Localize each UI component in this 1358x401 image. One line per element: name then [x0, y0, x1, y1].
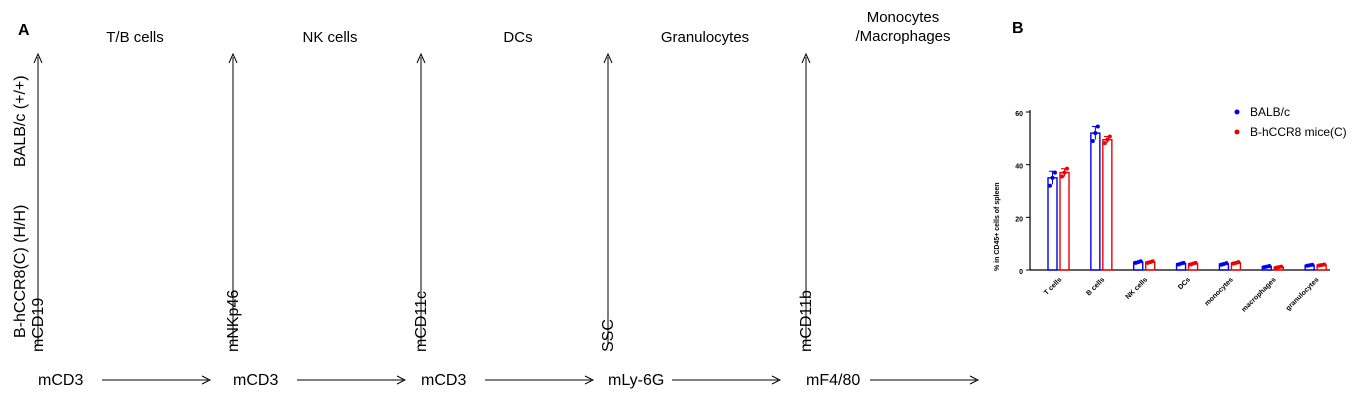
- data-point: [1279, 264, 1284, 269]
- column-title: NK cells: [302, 29, 358, 46]
- legend-label: B-hCCR8 mice(C): [1250, 125, 1347, 139]
- bar: [1102, 138, 1113, 271]
- data-point: [1236, 260, 1241, 265]
- y-marker-label: mCD11b: [798, 290, 815, 352]
- y-arrow-head: [801, 52, 811, 64]
- y-arrow-head: [416, 52, 426, 64]
- bar: [1059, 171, 1070, 271]
- data-point: [1053, 170, 1057, 175]
- bar: [1090, 132, 1101, 271]
- data-point: [1107, 134, 1112, 139]
- data-point: [1310, 262, 1315, 267]
- data-point: [1105, 137, 1110, 142]
- y-tick-label: 40: [1015, 164, 1023, 171]
- marker-arrows: [228, 52, 407, 385]
- data-point: [1322, 262, 1327, 267]
- y-marker-label: SSC: [600, 319, 617, 352]
- y-tick-label: 60: [1015, 111, 1023, 118]
- x-arrow-head: [969, 375, 980, 385]
- data-point: [1065, 166, 1069, 171]
- y-arrow-head: [603, 52, 613, 64]
- x-tick-label: monocytes: [1204, 276, 1235, 307]
- y-marker-label: mCD19: [30, 297, 47, 352]
- data-point: [1093, 131, 1098, 136]
- x-tick-label: DCs: [1177, 276, 1192, 291]
- x-tick-label: T cells: [1043, 276, 1063, 296]
- x-marker-label: mCD3: [233, 372, 279, 389]
- data-point: [1150, 259, 1155, 264]
- marker-arrows: [603, 52, 782, 385]
- data-point: [1062, 170, 1067, 175]
- y-marker-label: mNKp46: [225, 289, 242, 352]
- y-axis-label: % in CD45+ cells of spleen: [994, 182, 1001, 271]
- marker-arrows: [416, 52, 595, 385]
- x-tick-label: NK cells: [1125, 276, 1150, 301]
- data-point: [1048, 183, 1052, 188]
- y-arrow-head: [228, 52, 238, 64]
- data-point: [1095, 124, 1100, 129]
- data-point: [1050, 175, 1055, 180]
- data-point: [1181, 260, 1186, 265]
- data-point: [1193, 260, 1198, 265]
- y-tick-label: 20: [1015, 216, 1023, 223]
- data-point: [1102, 141, 1107, 146]
- x-marker-label: mCD3: [421, 372, 467, 389]
- x-marker-label: mCD3: [38, 372, 84, 389]
- column-title: DCs: [503, 29, 533, 46]
- bar: [1047, 177, 1058, 271]
- x-arrow-head: [584, 375, 595, 385]
- legend-label: BALB/c: [1250, 105, 1290, 119]
- marker-arrows: [33, 52, 212, 385]
- y-marker-label: mCD11c: [413, 290, 430, 352]
- x-tick-label: B cells: [1085, 276, 1106, 297]
- data-point: [1090, 138, 1095, 143]
- bar-chart: 0 20 40 60 % in CD45+ cells of spleen T cells…: [994, 105, 1347, 314]
- column-title: Monocytes /Macrophages: [855, 9, 951, 45]
- legend-marker: [1234, 109, 1240, 115]
- data-point: [1060, 174, 1064, 179]
- x-arrow-head: [396, 375, 407, 385]
- row-label: BALB/c (+/+): [12, 75, 29, 167]
- data-point: [1224, 261, 1229, 266]
- data-point: [1138, 259, 1143, 264]
- panel-a-label: A: [18, 22, 30, 39]
- row-label: B-hCCR8(C) (H/H): [12, 204, 29, 338]
- y-tick-label: 0: [1019, 269, 1023, 276]
- column-title: Granulocytes: [660, 29, 750, 46]
- x-arrow-head: [771, 375, 782, 385]
- marker-arrows: [801, 52, 980, 385]
- x-arrow-head: [201, 375, 212, 385]
- x-tick-label: macrophages: [1241, 276, 1278, 313]
- column-title: T/B cells: [106, 29, 164, 46]
- y-arrow-head: [33, 52, 43, 64]
- panel-b-label: B: [1012, 20, 1024, 37]
- x-tick-label: granulocytes: [1285, 276, 1321, 312]
- x-marker-label: mF4/80: [806, 372, 861, 389]
- x-marker-label: mLy-6G: [608, 372, 665, 389]
- legend-marker: [1234, 129, 1240, 135]
- data-point: [1267, 264, 1272, 269]
